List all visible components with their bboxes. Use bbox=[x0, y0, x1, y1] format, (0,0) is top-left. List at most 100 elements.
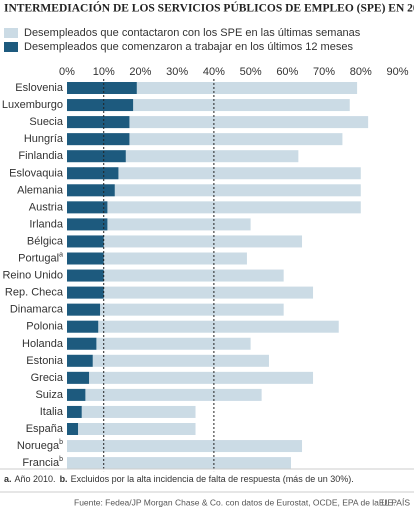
note-label: a. bbox=[4, 474, 12, 484]
brand: EL PAÍS bbox=[379, 497, 411, 507]
bar bbox=[67, 82, 137, 94]
category-name: Hungría bbox=[24, 133, 64, 145]
bar bbox=[67, 99, 350, 112]
category-name: Austria bbox=[29, 201, 64, 213]
category-label: Portugala bbox=[18, 251, 63, 264]
category-name: Finlandia bbox=[18, 150, 64, 162]
bar bbox=[67, 167, 119, 180]
category-name: Suiza bbox=[35, 389, 63, 401]
bar bbox=[67, 269, 284, 282]
category-label: Dinamarca bbox=[10, 304, 64, 316]
bar bbox=[67, 286, 104, 299]
bar bbox=[67, 235, 104, 248]
chart-title: INTERMEDIACIÓN DE LOS SERVICIOS PÚBLICOS… bbox=[4, 1, 414, 15]
category-mark: a bbox=[59, 251, 63, 258]
source: Fuente: Fedea/JP Morgan Chase & Co. con … bbox=[74, 497, 395, 507]
bar bbox=[67, 252, 104, 265]
bar bbox=[67, 184, 115, 197]
bar bbox=[67, 201, 108, 214]
category-label: Bélgica bbox=[27, 235, 64, 247]
x-tick-label: 50% bbox=[240, 66, 262, 78]
bar bbox=[67, 116, 130, 129]
bar bbox=[67, 388, 262, 401]
x-tick-label: 0% bbox=[59, 66, 75, 78]
category-label: Suiza bbox=[35, 389, 63, 401]
bar bbox=[67, 320, 99, 333]
category-name: Suecia bbox=[29, 116, 64, 128]
x-tick-label: 90% bbox=[386, 66, 408, 78]
bar bbox=[67, 337, 251, 350]
legend-swatch bbox=[4, 42, 18, 52]
bar bbox=[67, 440, 303, 453]
x-tick-label: 30% bbox=[166, 66, 188, 78]
category-name: Bélgica bbox=[27, 235, 64, 247]
footnote: a. Año 2010. b. Excluidos por la alta incid… bbox=[4, 474, 354, 484]
category-label: Reino Unido bbox=[2, 269, 63, 281]
bar bbox=[67, 252, 247, 265]
category-name: Grecia bbox=[31, 372, 64, 384]
bar bbox=[67, 150, 126, 163]
category-label: Hungría bbox=[24, 133, 64, 145]
x-tick-label: 80% bbox=[350, 66, 372, 78]
category-name: Holanda bbox=[22, 338, 64, 350]
category-mark: b bbox=[59, 439, 63, 446]
category-label: Franciab bbox=[22, 456, 63, 469]
bar bbox=[67, 354, 269, 367]
category-label: Estonia bbox=[26, 355, 64, 367]
bar bbox=[67, 133, 130, 146]
bar bbox=[67, 286, 314, 299]
bar bbox=[67, 184, 361, 197]
bar bbox=[67, 457, 292, 470]
bar bbox=[67, 423, 79, 435]
category-name: Estonia bbox=[26, 355, 64, 367]
category-name: Polonia bbox=[26, 321, 64, 333]
bar bbox=[67, 354, 93, 367]
bar bbox=[67, 218, 108, 231]
bar bbox=[67, 405, 196, 418]
category-name: Irlanda bbox=[29, 218, 64, 230]
bar bbox=[67, 303, 284, 316]
category-label: Rep. Checa bbox=[5, 287, 64, 299]
category-name: Portugal bbox=[18, 252, 59, 264]
note-label: b. bbox=[60, 474, 68, 484]
x-tick-label: 20% bbox=[129, 66, 151, 78]
x-tick-label: 40% bbox=[203, 66, 225, 78]
note-text: Año 2010. bbox=[15, 474, 56, 484]
category-label: Suecia bbox=[29, 116, 64, 128]
category-label: Polonia bbox=[26, 321, 64, 333]
bar bbox=[67, 116, 369, 129]
bar bbox=[67, 371, 314, 384]
category-name: Reino Unido bbox=[2, 269, 63, 281]
category-name: Luxemburgo bbox=[2, 99, 63, 111]
legend-label: Desempleados que comenzaron a trabajar e… bbox=[24, 41, 353, 53]
category-name: Noruega bbox=[17, 440, 60, 452]
bar bbox=[67, 405, 82, 418]
category-label: Italia bbox=[40, 406, 64, 418]
category-label: Finlandia bbox=[18, 150, 64, 162]
bar bbox=[67, 337, 97, 350]
category-name: Alemania bbox=[17, 184, 64, 196]
bar bbox=[67, 99, 134, 112]
bar bbox=[67, 167, 361, 180]
bar bbox=[67, 423, 196, 435]
category-label: Eslovenia bbox=[15, 82, 64, 94]
bar bbox=[67, 388, 86, 401]
category-label: España bbox=[26, 423, 64, 435]
category-label: Irlanda bbox=[29, 218, 64, 230]
legend-label: Desempleados que contactaron con los SPE… bbox=[24, 27, 361, 39]
bar bbox=[67, 371, 90, 384]
bar bbox=[67, 235, 303, 248]
bar bbox=[67, 269, 104, 282]
x-tick-label: 60% bbox=[276, 66, 298, 78]
category-name: Eslovenia bbox=[15, 82, 64, 94]
category-name: Rep. Checa bbox=[5, 287, 64, 299]
category-label: Holanda bbox=[22, 338, 64, 350]
x-tick-label: 10% bbox=[93, 66, 115, 78]
category-label: Noruegab bbox=[17, 439, 63, 452]
category-name: Eslovaquia bbox=[9, 167, 64, 179]
category-label: Luxemburgo bbox=[2, 99, 63, 111]
bar bbox=[67, 82, 358, 94]
category-label: Austria bbox=[29, 201, 64, 213]
category-name: Francia bbox=[22, 457, 60, 469]
